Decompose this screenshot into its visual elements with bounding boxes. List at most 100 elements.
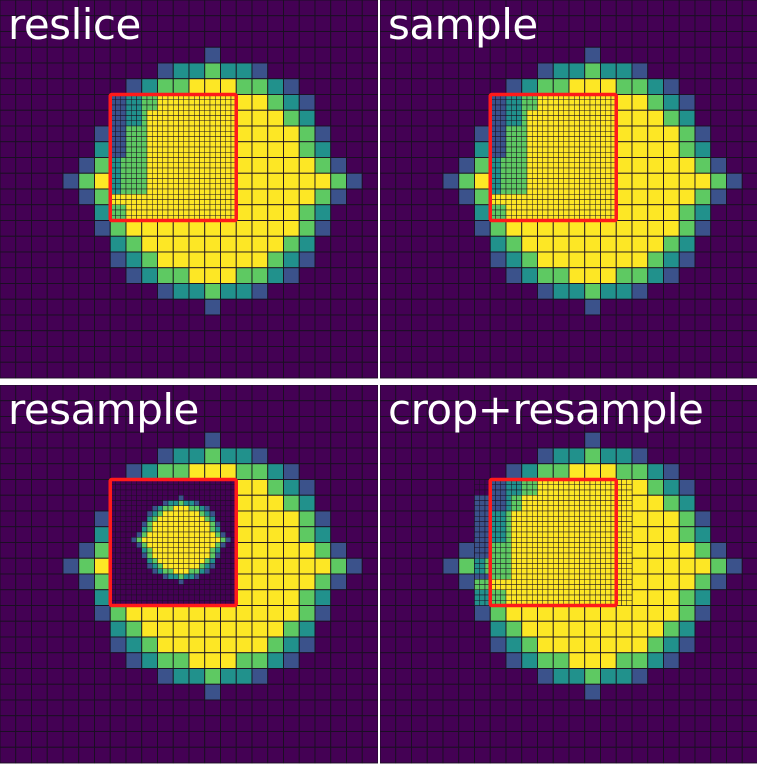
fine-voxel-cell (574, 146, 580, 153)
fine-voxel-cell (225, 183, 232, 190)
fine-voxel-cell (120, 531, 127, 538)
fine-voxel-cell (516, 120, 522, 127)
voxel-cell (78, 479, 95, 496)
voxel-cell (46, 235, 64, 253)
fine-voxel-cell (526, 209, 533, 216)
fine-voxel-cell (521, 183, 528, 190)
fine-voxel-cell (505, 531, 512, 538)
fine-voxel-cell (505, 194, 512, 200)
fine-voxel-cell (146, 484, 153, 491)
voxel-cell (172, 731, 190, 748)
fine-voxel-cell (204, 531, 211, 538)
voxel-cell (380, 431, 397, 449)
fine-voxel-cell (479, 500, 486, 506)
voxel-cell (568, 416, 586, 433)
fine-voxel-cell (532, 120, 538, 127)
voxel-cell (314, 204, 332, 221)
voxel-cell (188, 15, 206, 32)
voxel-cell (380, 188, 397, 206)
fine-voxel-cell (225, 157, 232, 163)
fine-voxel-cell (584, 542, 591, 548)
fine-voxel-cell (167, 489, 174, 496)
voxel-cell (125, 0, 143, 17)
fine-voxel-cell (136, 157, 142, 163)
fine-voxel-cell (173, 547, 179, 554)
voxel-cell (631, 463, 649, 480)
voxel-cell (537, 683, 554, 701)
voxel-cell (172, 62, 190, 80)
fine-voxel-cell (194, 204, 200, 211)
fine-voxel-cell (579, 167, 585, 174)
voxel-cell (267, 109, 284, 127)
fine-voxel-cell (479, 542, 486, 548)
fine-voxel-cell (204, 526, 211, 533)
voxel-cell (298, 652, 316, 669)
voxel-grid-reslice (0, 0, 378, 379)
fine-voxel-cell (547, 547, 554, 554)
fine-voxel-cell (542, 136, 549, 142)
fine-voxel-cell (120, 521, 127, 527)
fine-voxel-cell (194, 547, 200, 554)
voxel-cell (741, 298, 757, 316)
voxel-cell (726, 267, 743, 284)
fine-voxel-cell (479, 558, 486, 564)
voxel-cell (78, 573, 95, 591)
voxel-cell (141, 416, 158, 433)
voxel-cell (458, 557, 475, 575)
voxel-cell (330, 557, 347, 575)
fine-voxel-cell (589, 136, 596, 142)
fine-voxel-cell (120, 563, 127, 569)
fine-voxel-cell (215, 521, 221, 527)
voxel-cell (220, 715, 237, 732)
fine-voxel-cell (558, 120, 564, 127)
voxel-cell (710, 46, 727, 64)
voxel-cell (411, 0, 428, 17)
voxel-cell (489, 46, 507, 64)
voxel-cell (204, 330, 221, 347)
fine-voxel-cell (220, 194, 226, 200)
fine-voxel-cell (220, 136, 226, 142)
fine-voxel-cell (526, 489, 533, 496)
fine-voxel-cell (215, 183, 221, 190)
voxel-cell (458, 141, 475, 158)
fine-voxel-cell (194, 183, 200, 190)
voxel-cell (94, 188, 111, 206)
fine-voxel-cell (225, 141, 232, 148)
fine-voxel-cell (547, 110, 554, 116)
voxel-cell (283, 542, 300, 559)
voxel-cell (442, 400, 460, 417)
fine-voxel-cell (579, 531, 585, 538)
fine-voxel-cell (595, 204, 601, 211)
fine-voxel-cell (526, 573, 533, 580)
fine-voxel-cell (178, 579, 184, 585)
fine-voxel-cell (584, 573, 591, 580)
fine-voxel-cell (115, 99, 121, 106)
voxel-cell (380, 557, 397, 575)
voxel-cell (600, 416, 617, 433)
fine-voxel-cell (479, 600, 486, 606)
voxel-cell (678, 157, 696, 174)
fine-voxel-cell (505, 167, 512, 174)
fine-voxel-cell (199, 573, 205, 580)
fine-voxel-cell (532, 531, 538, 538)
fine-voxel-cell (220, 505, 226, 512)
fine-voxel-cell (542, 157, 549, 163)
voxel-cell (741, 605, 757, 622)
voxel-cell (615, 463, 633, 480)
voxel-cell (188, 636, 206, 654)
fine-voxel-cell (516, 516, 522, 522)
fine-voxel-cell (183, 521, 190, 527)
fine-voxel-cell (516, 594, 522, 601)
fine-voxel-cell (178, 563, 184, 569)
voxel-cell (663, 510, 680, 528)
voxel-cell (631, 510, 649, 528)
voxel-cell (361, 746, 378, 764)
fine-voxel-cell (537, 505, 543, 512)
voxel-cell (46, 447, 64, 465)
fine-voxel-cell (178, 558, 184, 564)
voxel-cell (411, 188, 428, 206)
fine-voxel-cell (194, 526, 200, 533)
fine-voxel-cell (579, 526, 585, 533)
fine-voxel-cell (495, 500, 501, 506)
voxel-cell (663, 109, 680, 127)
